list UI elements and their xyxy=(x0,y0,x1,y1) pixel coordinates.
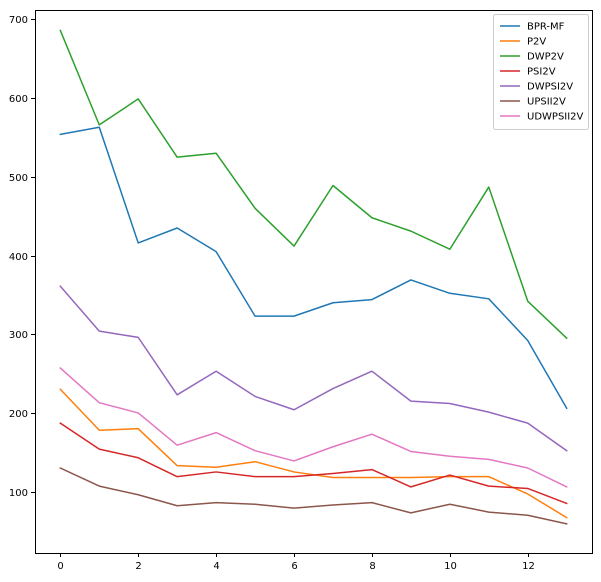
plot-frame xyxy=(35,10,593,554)
series-line-dwp2v xyxy=(59,29,568,340)
legend-label: DWP2V xyxy=(527,52,564,63)
x-tick-label: 4 xyxy=(213,561,219,572)
legend-label: UPSII2V xyxy=(527,97,566,108)
series-line-bpr-mf xyxy=(59,126,568,410)
y-tick-label: 600 xyxy=(9,94,28,105)
series-line-upsii2v xyxy=(59,467,568,525)
y-tick-label: 300 xyxy=(9,330,28,341)
x-tick-label: 0 xyxy=(57,561,63,572)
x-tick-label: 12 xyxy=(522,561,535,572)
y-tick-label: 400 xyxy=(9,252,28,263)
x-tick-label: 10 xyxy=(444,561,457,572)
x-tick-label: 6 xyxy=(291,561,297,572)
legend-label: P2V xyxy=(527,37,546,48)
series-line-udwpsii2v xyxy=(59,367,568,488)
x-tick-label: 2 xyxy=(135,561,141,572)
series-line-dwpsi2v xyxy=(59,285,568,452)
series-line-psi2v xyxy=(59,422,568,505)
y-tick-label: 200 xyxy=(9,409,28,420)
legend: BPR-MF P2V DWP2V PSI2V DWPSI2V UPSII2V UDWPSII… xyxy=(493,14,589,130)
x-tick-label: 8 xyxy=(369,561,375,572)
y-tick-label: 100 xyxy=(9,488,28,499)
axes-ticks: 0 2 4 6 8 10 12 100 200 300 400 500 600 700 xyxy=(9,15,535,572)
legend-label: PSI2V xyxy=(527,67,556,78)
series-lines xyxy=(59,29,568,525)
y-tick-label: 700 xyxy=(9,15,28,26)
y-tick-label: 500 xyxy=(9,173,28,184)
legend-label: UDWPSII2V xyxy=(527,112,584,123)
legend-label: DWPSI2V xyxy=(527,82,573,93)
legend-label: BPR-MF xyxy=(527,22,565,33)
